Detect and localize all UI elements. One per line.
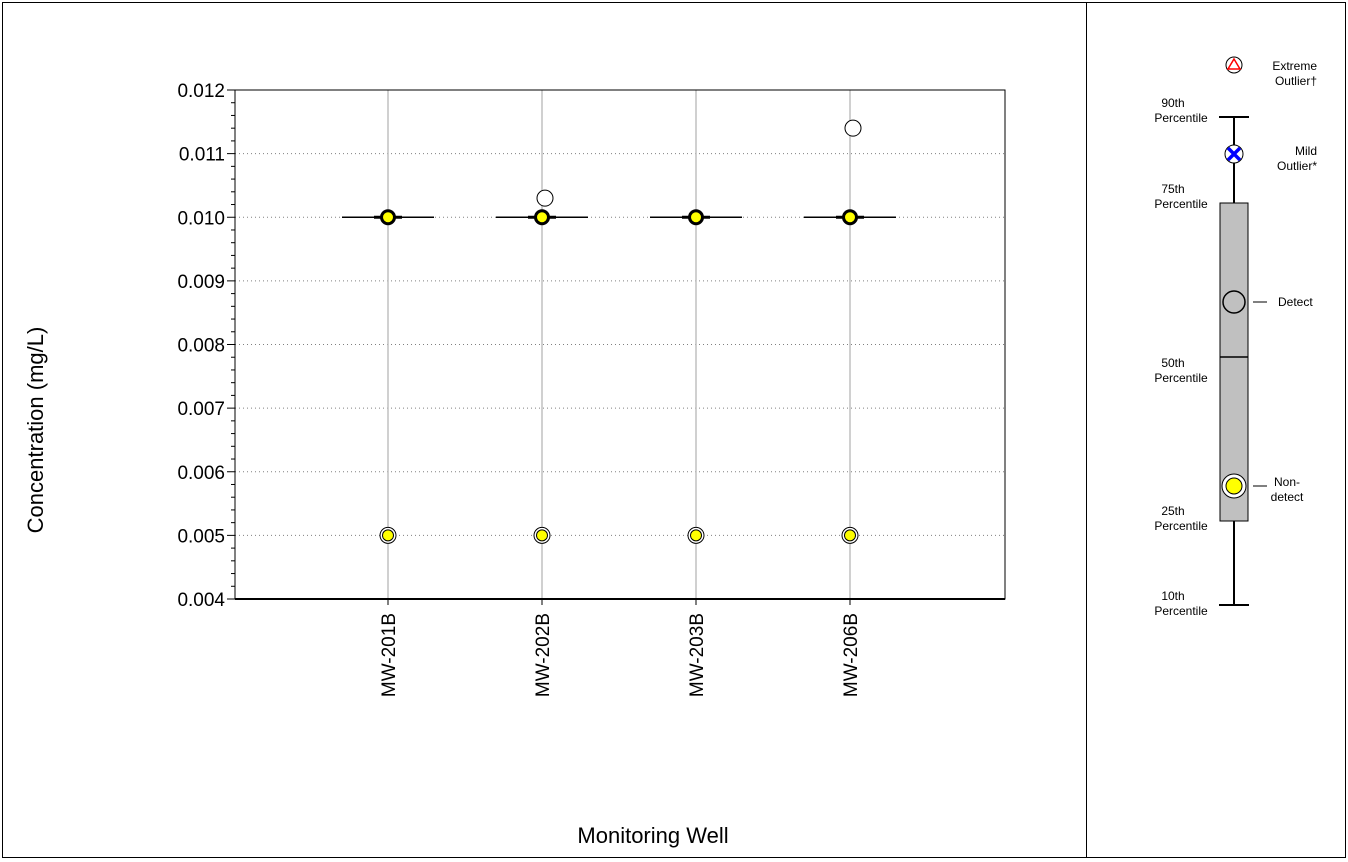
legend-p50-2: Percentile (1154, 371, 1208, 385)
iqr-box (1219, 202, 1249, 522)
legend-mild-1: Mild (1295, 144, 1317, 158)
nondetect-marker (687, 526, 705, 544)
legend-frame: Extreme Outlier† 90th Percentile Mild Ou… (1086, 2, 1346, 858)
legend-p90-1: 90th (1161, 96, 1184, 110)
nondetect-marker (379, 526, 397, 544)
nondetect-marker (842, 209, 858, 226)
nondetect-inner (690, 529, 702, 542)
legend-p50-1: 50th (1161, 356, 1184, 370)
nondetect-inner (845, 212, 855, 223)
legend-nondetect-1: Non- (1274, 475, 1300, 489)
extreme-outlier-icon (1225, 56, 1243, 74)
legend-p90-2: Percentile (1154, 111, 1208, 125)
y-tick-label: 0.005 (177, 526, 225, 547)
detect-marker (536, 189, 554, 207)
y-tick-label: 0.008 (177, 336, 225, 357)
x-tick-label: MW-201B (379, 613, 400, 697)
y-tick-label: 0.010 (177, 208, 225, 229)
legend-detect: Detect (1278, 295, 1313, 309)
y-axis-title: Concentration (mg/L) (23, 327, 48, 534)
x-tick-label: MW-206B (841, 613, 862, 697)
nondetect-marker (380, 209, 396, 226)
legend-p10-2: Percentile (1154, 604, 1208, 618)
nondetect-inner (537, 212, 547, 223)
legend-mild-2: Outlier* (1277, 159, 1317, 173)
nondetect-marker (841, 526, 859, 544)
main-chart-frame: 0.004 0.005 0.006 0.007 0.008 0.009 0.010 0.011… (2, 2, 1087, 858)
legend-p75-1: 75th (1161, 182, 1184, 196)
y-tick-label: 0.006 (177, 463, 225, 484)
legend-key: Extreme Outlier† 90th Percentile Mild Ou… (1154, 56, 1317, 618)
nondetect-inner (383, 212, 393, 223)
x-tick-label: MW-202B (533, 613, 554, 697)
detect-marker (844, 119, 862, 137)
y-tick-label: 0.011 (179, 145, 225, 166)
y-tick-label: 0.007 (177, 399, 225, 420)
x-tick-label: MW-203B (687, 613, 708, 697)
y-tick-label: 0.012 (177, 81, 225, 102)
x-axis-title: Monitoring Well (577, 823, 728, 848)
detect-icon (1222, 290, 1246, 314)
y-tick-label: 0.009 (177, 272, 225, 293)
nondetect-inner (844, 529, 856, 542)
legend-extreme-1: Extreme (1272, 59, 1317, 73)
box-plot-chart: 0.004 0.005 0.006 0.007 0.008 0.009 0.010 0.011… (23, 81, 1006, 848)
nondetect-inner (382, 529, 394, 542)
nondetect-marker (688, 209, 704, 226)
legend-extreme-2: Outlier† (1275, 74, 1317, 88)
legend-p25-2: Percentile (1154, 519, 1208, 533)
nondetect-marker (534, 209, 550, 226)
legend-p25-1: 25th (1161, 504, 1184, 518)
nondetect-icon (1221, 473, 1247, 499)
legend-p10-1: 10th (1161, 589, 1184, 603)
nondetect-marker (533, 526, 551, 544)
nondetect-inner (691, 212, 701, 223)
y-tick-label: 0.004 (177, 590, 225, 611)
legend-p75-2: Percentile (1154, 197, 1208, 211)
nondetect-inner (536, 529, 548, 542)
mild-outlier-icon (1224, 144, 1244, 164)
legend-nondetect-2: detect (1271, 490, 1304, 504)
